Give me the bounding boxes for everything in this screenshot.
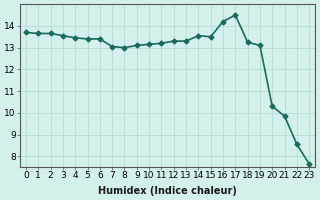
X-axis label: Humidex (Indice chaleur): Humidex (Indice chaleur) [98, 186, 237, 196]
